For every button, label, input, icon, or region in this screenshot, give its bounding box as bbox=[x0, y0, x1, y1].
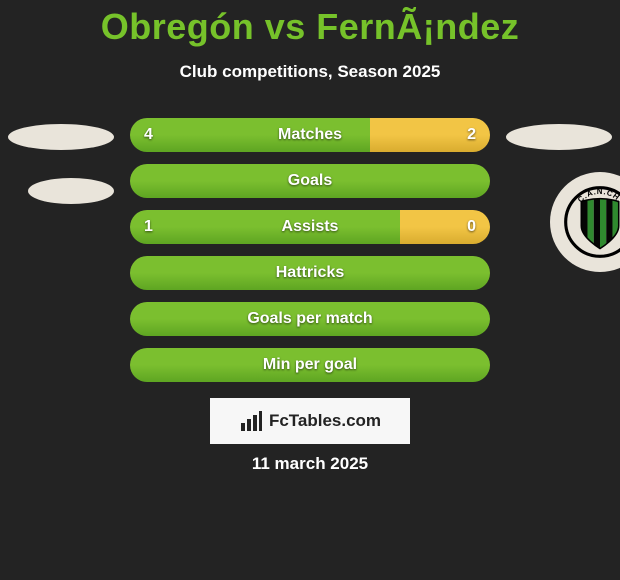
bar-segment-right bbox=[400, 210, 490, 244]
bar-segment-left bbox=[130, 118, 370, 152]
subtitle: Club competitions, Season 2025 bbox=[0, 62, 620, 82]
footer-date: 11 march 2025 bbox=[0, 454, 620, 474]
stat-bars: Matches42 Goals Assists10 Hattricks Goals pe… bbox=[130, 118, 490, 394]
player-right-name: FernÃ¡ndez bbox=[316, 6, 519, 47]
crest-icon: C.A.N.CH. bbox=[561, 183, 620, 261]
vs-separator: vs bbox=[265, 6, 306, 47]
stat-row: Matches42 bbox=[130, 118, 490, 152]
bar-segment-left bbox=[130, 348, 490, 382]
stat-row: Min per goal bbox=[130, 348, 490, 382]
brand-text: FcTables.com bbox=[269, 411, 381, 431]
bar-segment-right bbox=[370, 118, 490, 152]
bar-segment-left bbox=[130, 164, 490, 198]
comparison-card: Obregón vs FernÃ¡ndez Club competitions,… bbox=[0, 0, 620, 580]
club-crest: C.A.N.CH. bbox=[550, 172, 620, 272]
stat-row: Hattricks bbox=[130, 256, 490, 290]
bar-segment-left bbox=[130, 256, 490, 290]
page-title: Obregón vs FernÃ¡ndez bbox=[0, 0, 620, 48]
stat-row: Goals per match bbox=[130, 302, 490, 336]
brand-badge: FcTables.com bbox=[210, 398, 410, 444]
bar-segment-left bbox=[130, 302, 490, 336]
stat-row: Assists10 bbox=[130, 210, 490, 244]
decor-ellipse bbox=[28, 178, 114, 204]
player-left-name: Obregón bbox=[101, 6, 255, 47]
decor-ellipse bbox=[506, 124, 612, 150]
decor-ellipse bbox=[8, 124, 114, 150]
bar-segment-left bbox=[130, 210, 400, 244]
stat-row: Goals bbox=[130, 164, 490, 198]
bar-chart-icon bbox=[239, 409, 263, 433]
